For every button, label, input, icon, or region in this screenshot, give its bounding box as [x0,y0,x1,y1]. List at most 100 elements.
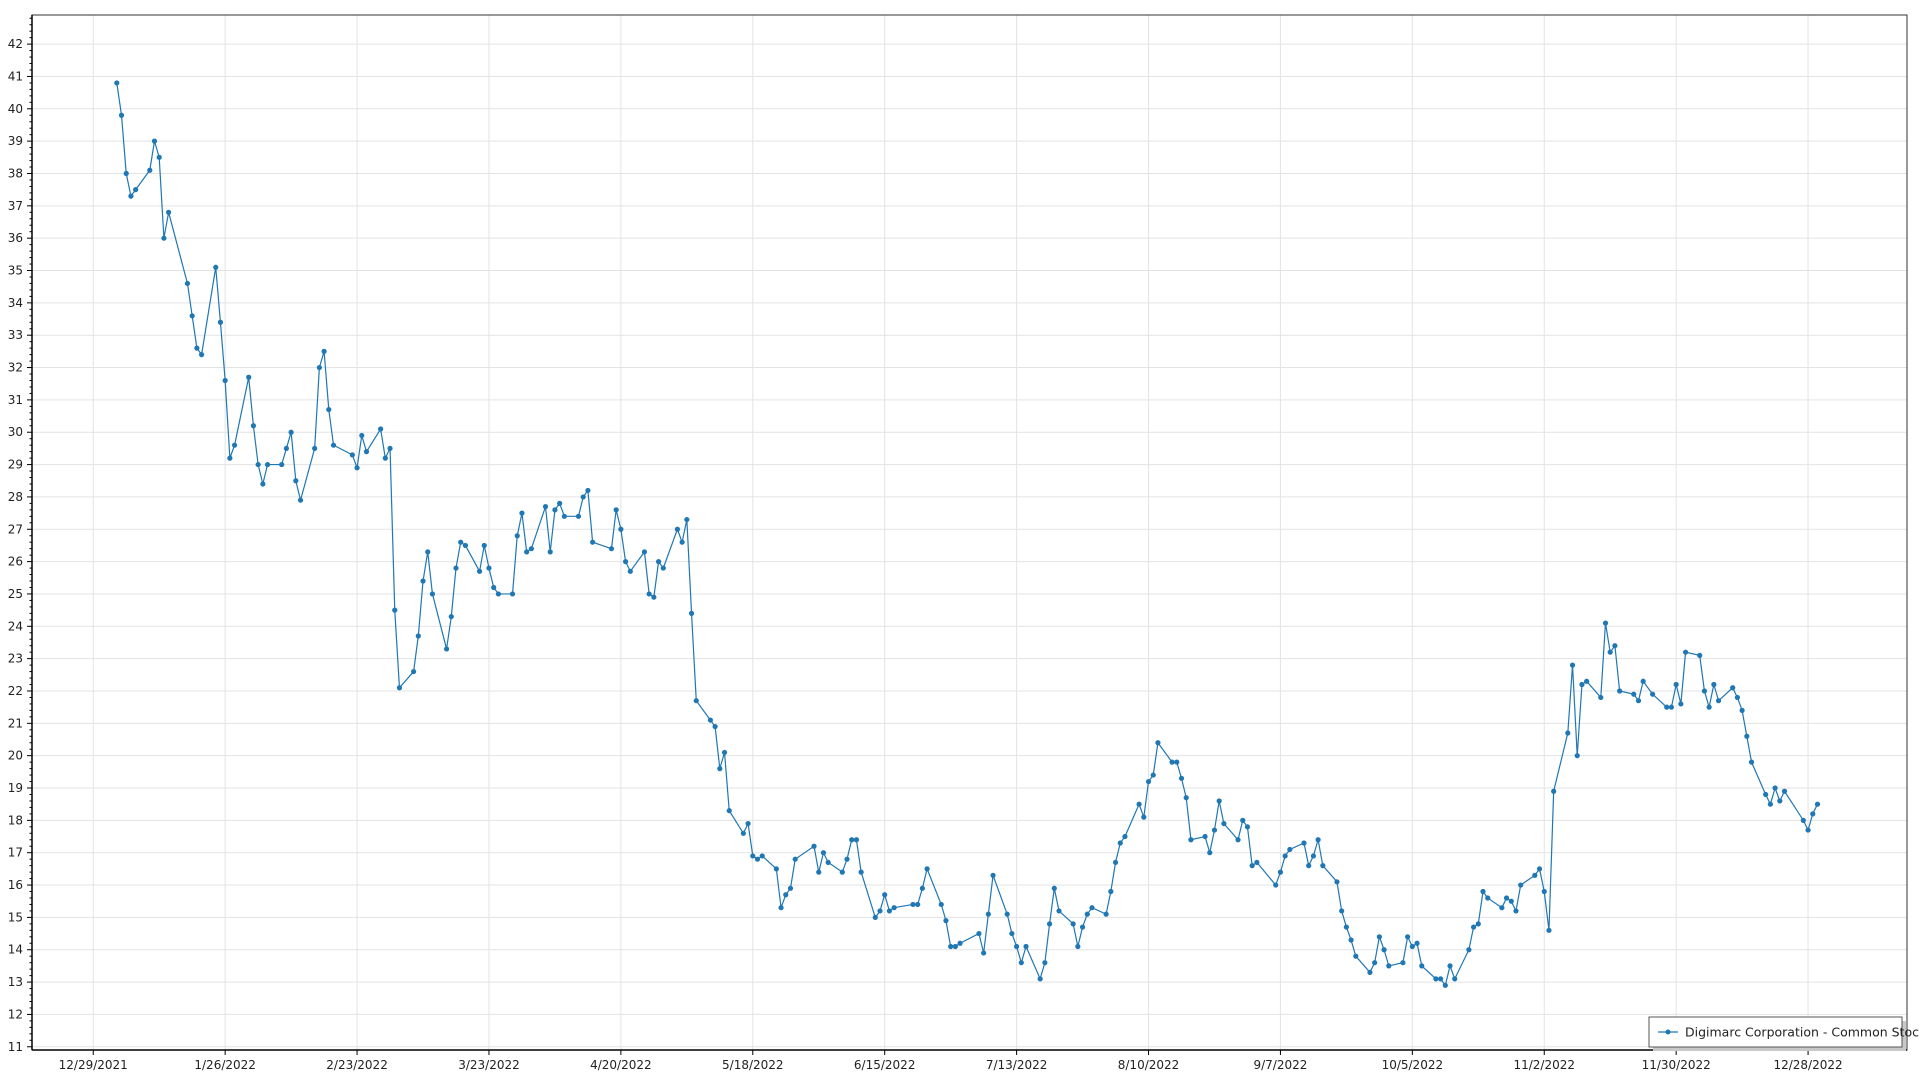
data-point [1748,759,1755,765]
y-tick-label: 11 [8,1040,23,1054]
data-point [646,591,652,597]
data-point [948,943,954,950]
data-point [575,513,582,519]
data-point [1452,976,1458,982]
data-point [1499,905,1505,911]
x-tick-label: 10/5/2022 [1382,1058,1444,1072]
data-point [1310,853,1317,859]
data-point [1343,924,1349,930]
data-point [1466,947,1472,953]
data-point [524,549,530,555]
data-point [707,717,713,723]
data-point [1730,685,1736,691]
data-point [547,549,553,555]
data-point [1447,963,1453,969]
data-point [1277,869,1284,875]
grid [32,15,1907,1050]
data-point [359,432,365,439]
data-point [811,843,817,849]
data-point [246,374,252,380]
data-point [1079,924,1086,930]
data-point [217,319,224,325]
data-point [919,885,925,891]
data-point [1155,740,1161,746]
legend-box [1648,1016,1903,1048]
x-tick-label: 9/7/2022 [1253,1058,1307,1072]
data-point [778,905,784,911]
data-point [453,565,459,571]
data-point [1598,694,1604,701]
data-point [429,591,436,597]
y-tick-label: 25 [8,587,23,601]
data-point [1711,681,1717,688]
data-point [976,930,982,937]
legend-marker-swatch [1665,1029,1671,1035]
data-point [363,449,370,455]
y-tick-label: 13 [8,975,23,989]
data-point [688,610,695,616]
data-point [415,633,421,639]
data-point [1602,620,1609,626]
data-point [651,594,657,600]
data-point [1023,943,1029,950]
data-point [1348,937,1354,943]
y-tick-label: 20 [8,749,23,763]
y-tick-label: 26 [8,555,23,569]
data-point [1287,846,1293,853]
data-point [509,591,516,597]
data-point [1207,850,1213,856]
legend-label: Digimarc Corporation - Common Stock [1685,1025,1920,1040]
data-point [872,914,878,920]
x-tick-label: 6/15/2022 [854,1058,916,1072]
data-point [957,940,963,946]
data-point [618,526,624,532]
data-point [590,539,596,545]
data-point [1103,911,1109,917]
data-point [1508,898,1514,904]
data-point [915,901,921,908]
data-point [288,429,294,435]
x-tick-label: 4/20/2022 [590,1058,652,1072]
data-point [316,364,322,371]
data-point [1697,652,1703,659]
series-line [116,82,1819,987]
data-point [1574,753,1580,759]
data-point [552,507,558,513]
data-point [1315,837,1321,843]
data-point [410,668,417,675]
y-tick-label: 40 [8,102,23,116]
data-point [156,154,162,160]
data-point [1221,820,1227,827]
data-point [773,866,779,872]
y-tick-label: 38 [8,166,23,180]
data-point [557,500,563,506]
data-point [542,504,549,510]
data-point [1009,930,1015,937]
y-tick-label: 41 [8,69,23,83]
plot-border [31,14,1908,1051]
data-point [882,892,888,898]
y-tick-label: 39 [8,134,23,148]
data-point [133,187,139,193]
data-point [123,170,129,177]
data-point [750,853,756,859]
data-point [1169,759,1175,765]
data-point [853,837,860,843]
data-point [198,352,205,358]
y-tick-label: 32 [8,361,23,375]
data-point [392,607,398,613]
data-point [1084,911,1090,917]
data-point [943,918,949,924]
data-point [1282,853,1288,859]
data-point [1805,827,1811,833]
data-point [1814,801,1821,807]
data-point [425,549,431,555]
data-point [1442,982,1448,988]
data-point [1678,701,1684,707]
data-point [147,167,153,173]
data-point [250,423,257,429]
x-tick-label: 7/13/2022 [986,1058,1048,1072]
data-point [1734,694,1741,701]
data-point [448,613,454,620]
